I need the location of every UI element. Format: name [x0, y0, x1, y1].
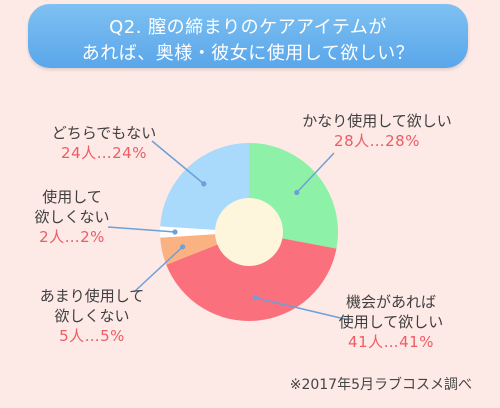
leader-if-chance: [255, 296, 350, 321]
label-not-really-name-1: あまり使用して: [39, 287, 145, 305]
leader-not-really: [133, 246, 184, 293]
leader-not-at-all-dot: [172, 229, 178, 235]
label-very-much: かなり使用して欲しい 28人…28%: [289, 111, 465, 151]
label-not-at-all-name-2: 欲しくない: [34, 208, 110, 226]
label-not-at-all: 使用して 欲しくない 2人…2%: [28, 187, 116, 247]
title-banner: Q2. 膣の締まりのケアアイテムが あれば、奥様・彼女に使用して欲しい？: [28, 4, 468, 68]
leader-not-at-all: [107, 226, 176, 233]
donut-center: [215, 198, 283, 266]
label-neither-value: 24人…24%: [61, 144, 147, 162]
leader-if-chance-dot: [252, 295, 258, 301]
label-neither: どちらでもない 24人…24%: [38, 123, 170, 163]
leader-neither-dot: [201, 181, 207, 187]
label-not-really-name-2: 欲しくない: [54, 307, 130, 325]
label-if-chance-name-2: 使用して欲しい: [338, 313, 444, 331]
label-not-really-value: 5人…5%: [59, 327, 125, 345]
label-not-really: あまり使用して 欲しくない 5人…5%: [26, 286, 158, 346]
label-very-much-name: かなり使用して欲しい: [302, 112, 452, 130]
label-neither-name: どちらでもない: [51, 124, 157, 142]
label-if-chance-value: 41人…41%: [348, 333, 434, 351]
leader-very-much: [296, 152, 335, 193]
title-line-2: あれば、奥様・彼女に使用して欲しい？: [81, 43, 415, 64]
source-note: ※2017年5月ラブコスメ調べ: [289, 377, 472, 393]
label-very-much-value: 28人…28%: [334, 132, 420, 150]
slice-if-chance: [166, 232, 337, 321]
leader-very-much-dot: [294, 189, 300, 196]
slice-not-at-all: [160, 226, 249, 238]
leader-neither: [151, 140, 205, 185]
label-not-at-all-name-1: 使用して: [42, 188, 102, 206]
leader-not-really-dot: [180, 244, 186, 250]
label-if-chance: 機会があれば 使用して欲しい 41人…41%: [318, 292, 464, 352]
label-not-at-all-value: 2人…2%: [39, 228, 105, 246]
title-line-1: Q2. 膣の締まりのケアアイテムが: [109, 17, 387, 38]
label-if-chance-name-1: 機会があれば: [345, 293, 436, 311]
